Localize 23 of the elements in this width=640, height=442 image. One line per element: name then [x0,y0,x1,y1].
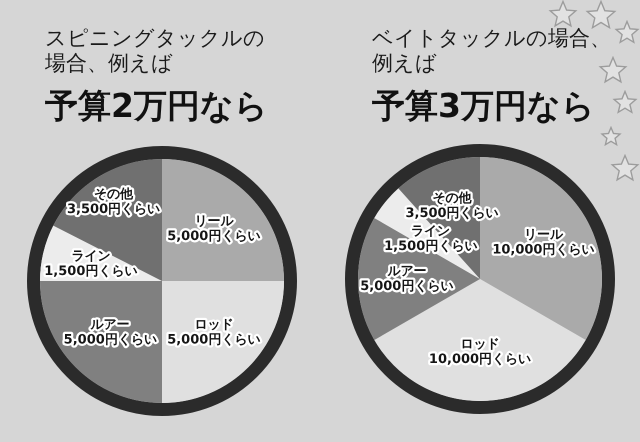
slice-label: ロッド [460,337,500,352]
data-label: 5,000円くらい [360,278,454,294]
slice-label: ルアー [90,318,130,333]
data-label: 3,500円くらい [66,202,160,217]
slice-label: リール [194,214,234,230]
chart-subtitle: 予算2万円なら [45,86,268,126]
data-label: 5,000円くらい [167,229,260,244]
chart-subtitle: 予算3万円なら [372,86,595,126]
slice-label: ルアー [386,264,426,279]
chart-title: ベイトタックルの場合、例えば [372,26,612,76]
chart-title: スピニングタックルの場合、例えば [45,26,266,76]
slice-label: ライン [71,248,110,264]
slice-label: ライン [411,224,450,239]
data-label: 5,000円くらい [167,332,260,348]
data-label: 1,500円くらい [384,238,478,254]
data-label: 10,000円くらい [428,352,532,368]
data-label: 5,000円くらい [64,332,157,348]
slice-label: その他 [432,190,473,206]
slice-label: リール [524,227,564,242]
data-label: 1,500円くらい [44,264,138,279]
slice-label: ロッド [194,318,234,333]
data-label: 10,000円くらい [492,242,594,258]
slice-label: その他 [94,186,134,202]
